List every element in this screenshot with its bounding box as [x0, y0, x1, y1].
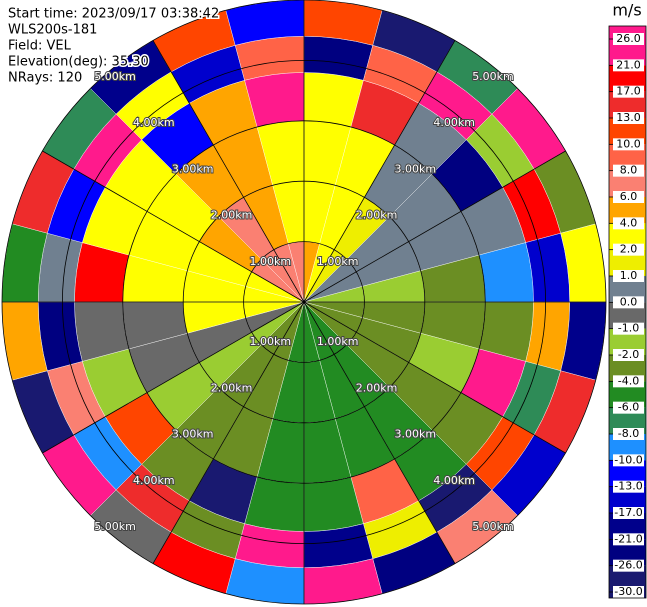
- colorbar-tick-label: -4.0: [618, 374, 639, 387]
- tick-label-bg: [613, 559, 644, 572]
- range-label: 1.00km: [317, 335, 359, 348]
- tick-label-bg: [613, 401, 644, 414]
- range-label: 5.00km: [94, 70, 136, 83]
- range-label: 5.00km: [472, 70, 514, 83]
- overlay: 1.00km 1.00km 1.00km 1.00km 2.00km 2.00km 2.00…: [1, 0, 607, 605]
- tick-label-bg: [613, 138, 644, 151]
- colorbar-tick-label: 4.0: [620, 216, 638, 229]
- colorbar-tick-label: -21.0: [614, 532, 642, 545]
- range-label: 4.00km: [433, 474, 475, 487]
- range-label: 1.00km: [250, 335, 292, 348]
- tick-label-bg: [613, 428, 644, 440]
- range-label: 2.00km: [211, 209, 253, 222]
- range-label: 3.00km: [172, 428, 214, 441]
- spoke: [152, 40, 305, 303]
- range-ring: [1, 0, 607, 605]
- range-label: 2.00km: [356, 209, 398, 222]
- range-label: 2.00km: [356, 381, 398, 394]
- colorbar: 26.0 21.0 17.0 13.0 10.0 8.0 6.0 4.0 2.0 1.0 0.0 -1…: [608, 25, 647, 599]
- colorbar-tick-label: 1.0: [620, 269, 638, 282]
- range-label: 5.00km: [94, 520, 136, 533]
- range-label: 2.00km: [211, 381, 253, 394]
- spoke: [303, 301, 456, 564]
- colorbar-tick-label: -17.0: [614, 506, 642, 519]
- range-label: 1.00km: [250, 255, 292, 268]
- tick-label-bg: [613, 586, 644, 598]
- colorbar-tick-label: 10.0: [616, 137, 641, 150]
- tick-label-bg: [613, 191, 644, 203]
- colorbar-segment: [609, 26, 646, 66]
- tick-label-bg: [613, 217, 644, 230]
- spoke: [303, 150, 566, 303]
- range-label: 5.00km: [472, 520, 514, 533]
- header-line: NRays: 120: [8, 71, 82, 86]
- colorbar-tick-label: 8.0: [620, 164, 638, 177]
- colorbar-tick-label: -8.0: [618, 427, 639, 440]
- tick-label-bg: [613, 59, 644, 72]
- spoke: [42, 301, 305, 454]
- range-label: 4.00km: [133, 474, 175, 487]
- range-label: 3.00km: [172, 162, 214, 175]
- header-line: Elevation(deg): 35.30: [8, 55, 149, 70]
- colorbar-tick-label: 0.0: [620, 295, 638, 308]
- range-label: 3.00km: [395, 162, 437, 175]
- tick-label-bg: [613, 480, 644, 493]
- colorbar-tick-label: 26.0: [616, 32, 641, 45]
- spoke: [303, 40, 456, 303]
- colorbar-tick-label: 2.0: [620, 243, 638, 256]
- spoke: [152, 301, 305, 564]
- tick-label-bg: [613, 85, 644, 98]
- tick-label-bg: [613, 507, 644, 519]
- range-label: 4.00km: [133, 116, 175, 129]
- colorbar-tick-label: 6.0: [620, 190, 638, 203]
- tick-label-bg: [613, 296, 644, 309]
- colorbar-frame: [608, 25, 647, 599]
- colorbar-tick-label: 17.0: [616, 85, 641, 98]
- range-ring: [61, 59, 547, 545]
- tick-label-bg: [613, 270, 644, 282]
- spoke: [303, 301, 566, 454]
- colorbar-tick-label: -13.0: [614, 480, 642, 493]
- spoke: [42, 150, 305, 303]
- colorbar-title: m/s: [612, 1, 641, 20]
- tick-label-bg: [613, 164, 644, 177]
- tick-label-bg: [613, 33, 644, 45]
- range-label: 3.00km: [395, 428, 437, 441]
- colorbar-tick-label: 13.0: [616, 111, 641, 124]
- header-line: Start time: 2023/09/17 03:38:42: [8, 7, 219, 22]
- colorbar-tick-label: -6.0: [618, 401, 639, 414]
- colorbar-tick-label: -10.0: [614, 453, 642, 466]
- colorbar-tick-label: -26.0: [614, 559, 642, 572]
- colorbar-tick-label: -2.0: [618, 348, 639, 361]
- range-ring: [122, 120, 486, 484]
- range-label: 1.00km: [317, 255, 359, 268]
- range-label: 4.00km: [433, 116, 475, 129]
- tick-label-bg: [613, 243, 644, 256]
- tick-label-bg: [613, 375, 644, 388]
- tick-label-bg: [613, 533, 644, 546]
- header-line: Field: VEL: [8, 39, 72, 54]
- tick-label-bg: [613, 112, 644, 124]
- colorbar-tick-label: -30.0: [614, 585, 642, 598]
- range-ring: [243, 241, 365, 363]
- tick-label-bg: [613, 322, 644, 335]
- tick-label-bg: [613, 349, 644, 361]
- colorbar-tick-label: -1.0: [618, 322, 639, 335]
- colorbar-tick-label: 21.0: [616, 58, 641, 71]
- tick-label-bg: [613, 454, 644, 467]
- range-ring: [182, 180, 426, 424]
- header-line: WLS200s-181: [8, 23, 97, 38]
